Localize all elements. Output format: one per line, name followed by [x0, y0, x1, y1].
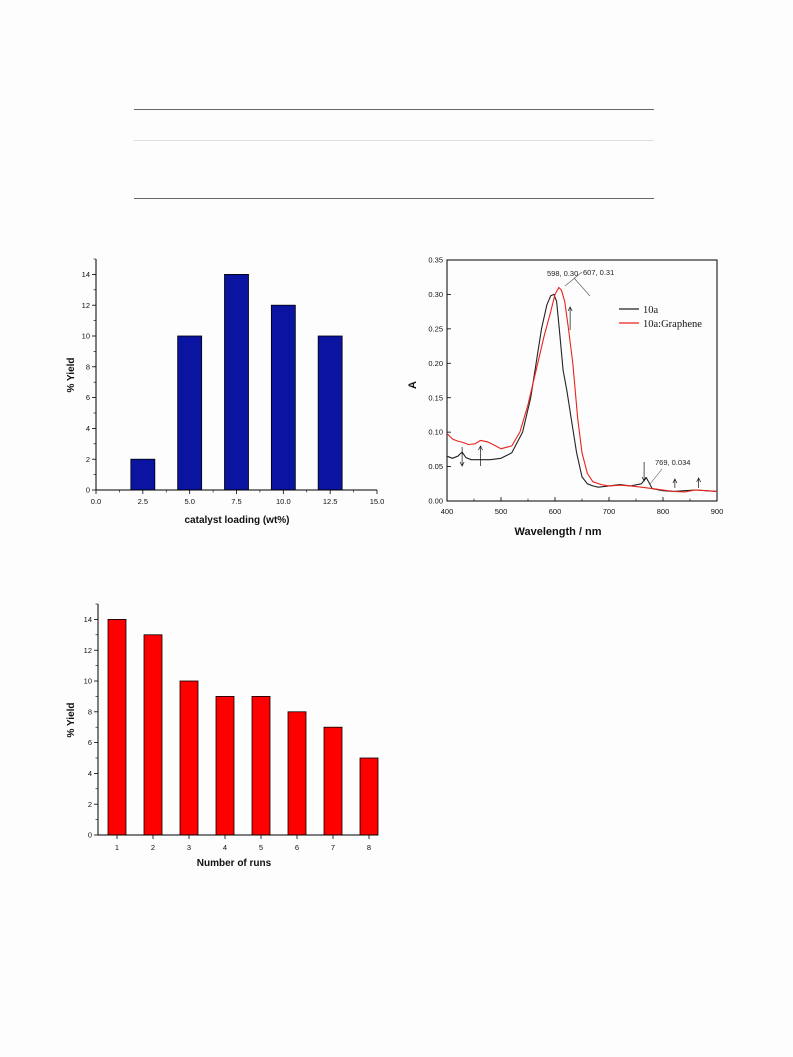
y-axis-label: % Yield: [66, 702, 77, 737]
bar-5: [177, 335, 203, 491]
y-tick-label: 0.00: [428, 497, 443, 506]
x-axis-label: Wavelength / nm: [515, 526, 602, 538]
y-tick-label: 8: [86, 362, 90, 371]
x-tick-label: 700: [603, 507, 616, 516]
arrow-head-icon: [672, 478, 678, 484]
y-tick-label: 12: [82, 301, 90, 310]
arrow-head-icon: [459, 461, 465, 467]
table-header-rule: [134, 140, 654, 141]
y-axis-label: A: [407, 381, 419, 389]
y-tick-label: 0: [86, 486, 90, 495]
arrow-head-icon: [696, 477, 701, 483]
y-tick-label: 0.05: [428, 462, 443, 471]
bar-run-3: [179, 680, 199, 836]
x-tick-label: 1: [115, 843, 119, 852]
y-tick-label: 8: [88, 707, 92, 716]
bar-run-4: [215, 696, 235, 836]
x-tick-label: 500: [495, 507, 508, 516]
table-bottom-rule: [134, 198, 654, 199]
x-tick-label: 600: [549, 507, 562, 516]
x-tick-label: 0.0: [91, 497, 101, 506]
x-tick-label: 12.5: [323, 497, 338, 506]
x-tick-label: 4: [223, 843, 227, 852]
bar-run-7: [323, 726, 343, 836]
x-tick-label: 15.0: [370, 497, 385, 506]
annotation-label: 607, 0.31: [583, 268, 614, 277]
y-tick-label: 14: [84, 615, 92, 624]
x-tick-label: 2.5: [138, 497, 148, 506]
legend-entry: 10a: [643, 305, 659, 316]
table-top-rule: [134, 109, 654, 110]
series-line-1: [446, 286, 718, 493]
annotation-leader: [564, 271, 583, 287]
arrow-head-icon: [641, 476, 647, 482]
bar-10: [270, 304, 296, 491]
y-tick-label: 12: [84, 646, 92, 655]
annotation-label: 769, 0.034: [655, 458, 690, 467]
y-tick-label: 10: [84, 677, 92, 686]
y-tick-label: 0.15: [428, 393, 443, 402]
arrow-head-icon: [478, 445, 483, 451]
y-tick-label: 6: [86, 393, 90, 402]
bar-run-5: [251, 696, 271, 836]
y-tick-label: 0.25: [428, 324, 443, 333]
x-tick-label: 900: [711, 507, 724, 516]
x-tick-label: 5.0: [184, 497, 194, 506]
bar-12.5: [317, 335, 343, 491]
x-tick-label: 7: [331, 843, 335, 852]
y-tick-label: 6: [88, 738, 92, 747]
y-tick-label: 4: [88, 769, 92, 778]
annotation-leader: [649, 468, 663, 485]
annotation-label: 598, 0.30: [547, 269, 578, 278]
x-tick-label: 3: [187, 843, 191, 852]
arrow-head-icon: [567, 306, 573, 312]
x-tick-label: 8: [367, 843, 371, 852]
legend-entry: 10a:Graphene: [643, 319, 702, 330]
bar-run-2: [143, 634, 163, 836]
y-tick-label: 0.10: [428, 428, 443, 437]
y-axis-label: % Yield: [66, 357, 77, 392]
y-tick-label: 0: [88, 831, 92, 840]
x-axis-label: catalyst loading (wt%): [184, 515, 289, 526]
y-tick-label: 14: [82, 270, 90, 279]
y-tick-label: 0.35: [428, 256, 443, 265]
bar-run-8: [359, 757, 379, 836]
y-tick-label: 2: [86, 455, 90, 464]
annotation-leader: [573, 277, 591, 297]
y-tick-label: 0.30: [428, 290, 443, 299]
x-tick-label: 2: [151, 843, 155, 852]
x-tick-label: 400: [441, 507, 454, 516]
y-tick-label: 0.20: [428, 359, 443, 368]
y-tick-label: 2: [88, 800, 92, 809]
bar-run-6: [287, 711, 307, 836]
x-tick-label: 800: [657, 507, 670, 516]
bar-run-1: [107, 619, 127, 836]
x-tick-label: 5: [259, 843, 263, 852]
x-axis-label: Number of runs: [197, 858, 272, 869]
x-tick-label: 7.5: [231, 497, 241, 506]
series-line-0: [446, 293, 718, 492]
y-tick-label: 4: [86, 424, 90, 433]
y-tick-label: 10: [82, 332, 90, 341]
x-tick-label: 10.0: [276, 497, 291, 506]
x-tick-label: 6: [295, 843, 299, 852]
